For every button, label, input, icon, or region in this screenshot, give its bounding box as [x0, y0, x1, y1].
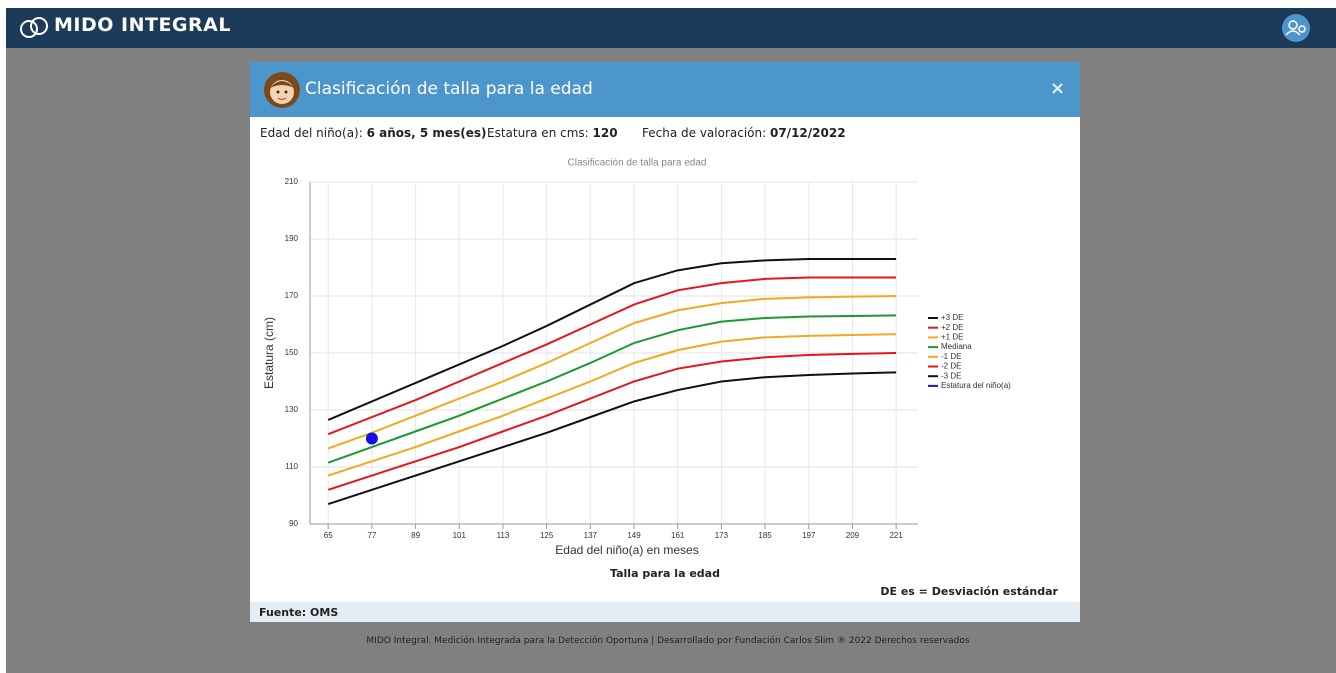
x-tick-label: 161	[671, 531, 685, 540]
legend-label: -2 DE	[941, 362, 961, 371]
x-tick-label: 173	[715, 531, 729, 540]
data-point	[366, 433, 378, 445]
close-button[interactable]: ×	[1050, 78, 1065, 99]
date-field: Fecha de valoración: 07/12/2022	[642, 126, 846, 140]
source-bar: Fuente: OMS	[250, 602, 1080, 622]
legend-label: Estatura del niño(a)	[941, 381, 1011, 390]
note: DE es = Desviación estándar	[880, 585, 1058, 598]
x-tick-label: 65	[324, 531, 333, 540]
user-menu[interactable]	[1280, 12, 1312, 44]
x-tick-label: 137	[584, 531, 598, 540]
legend-label: +1 DE	[941, 333, 963, 342]
page: MIDO INTEGRAL Clasificación de talla par…	[0, 0, 1336, 673]
legend-label: Mediana	[941, 342, 972, 351]
footer: MIDO Integral. Medición Integrada para l…	[0, 636, 1336, 646]
x-tick-label: 89	[411, 531, 420, 540]
x-tick-label: 221	[889, 531, 903, 540]
modal-title: Clasificación de talla para la edad	[305, 79, 593, 99]
value: 120	[593, 126, 618, 140]
source: Fuente: OMS	[259, 606, 338, 619]
y-tick-label: 130	[285, 405, 299, 414]
y-tick-label: 210	[285, 177, 299, 186]
legend-label: +2 DE	[941, 323, 963, 332]
x-tick-label: 185	[758, 531, 772, 540]
avatar	[262, 70, 302, 110]
x-tick-label: 101	[453, 531, 467, 540]
legend-label: -3 DE	[941, 371, 961, 380]
age-field: Edad del niño(a): 6 años, 5 mes(es)	[260, 126, 486, 140]
label: Fecha de valoración:	[642, 126, 766, 140]
value: 6 años, 5 mes(es)	[367, 126, 487, 140]
height-field: Estatura en cms: 120	[487, 126, 618, 140]
x-tick-label: 209	[846, 531, 860, 540]
value: 07/12/2022	[770, 126, 846, 140]
legend-label: -1 DE	[941, 352, 961, 361]
caption: Talla para la edad	[250, 567, 1080, 580]
y-tick-label: 190	[285, 234, 299, 243]
label: Edad del niño(a):	[260, 126, 363, 140]
y-tick-label: 170	[285, 291, 299, 300]
x-axis-label: Edad del niño(a) en meses	[555, 543, 698, 557]
x-tick-label: 197	[802, 531, 816, 540]
logo	[18, 15, 52, 41]
modal-header: Clasificación de talla para la edad ×	[250, 62, 1080, 117]
x-tick-label: 77	[367, 531, 376, 540]
x-tick-label: 125	[540, 531, 554, 540]
label: Estatura en cms:	[487, 126, 589, 140]
y-tick-label: 150	[285, 348, 299, 357]
x-tick-label: 113	[497, 531, 510, 540]
brand: MIDO INTEGRAL	[54, 14, 231, 36]
y-axis-label: Estatura (cm)	[262, 317, 276, 389]
chart: Clasificación de talla para edad Estatur…	[250, 150, 1080, 560]
chart-title: Clasificación de talla para edad	[568, 158, 707, 169]
y-tick-label: 90	[289, 519, 298, 528]
y-tick-label: 110	[285, 462, 298, 471]
legend-label: +3 DE	[941, 313, 963, 322]
x-tick-label: 149	[627, 531, 641, 540]
